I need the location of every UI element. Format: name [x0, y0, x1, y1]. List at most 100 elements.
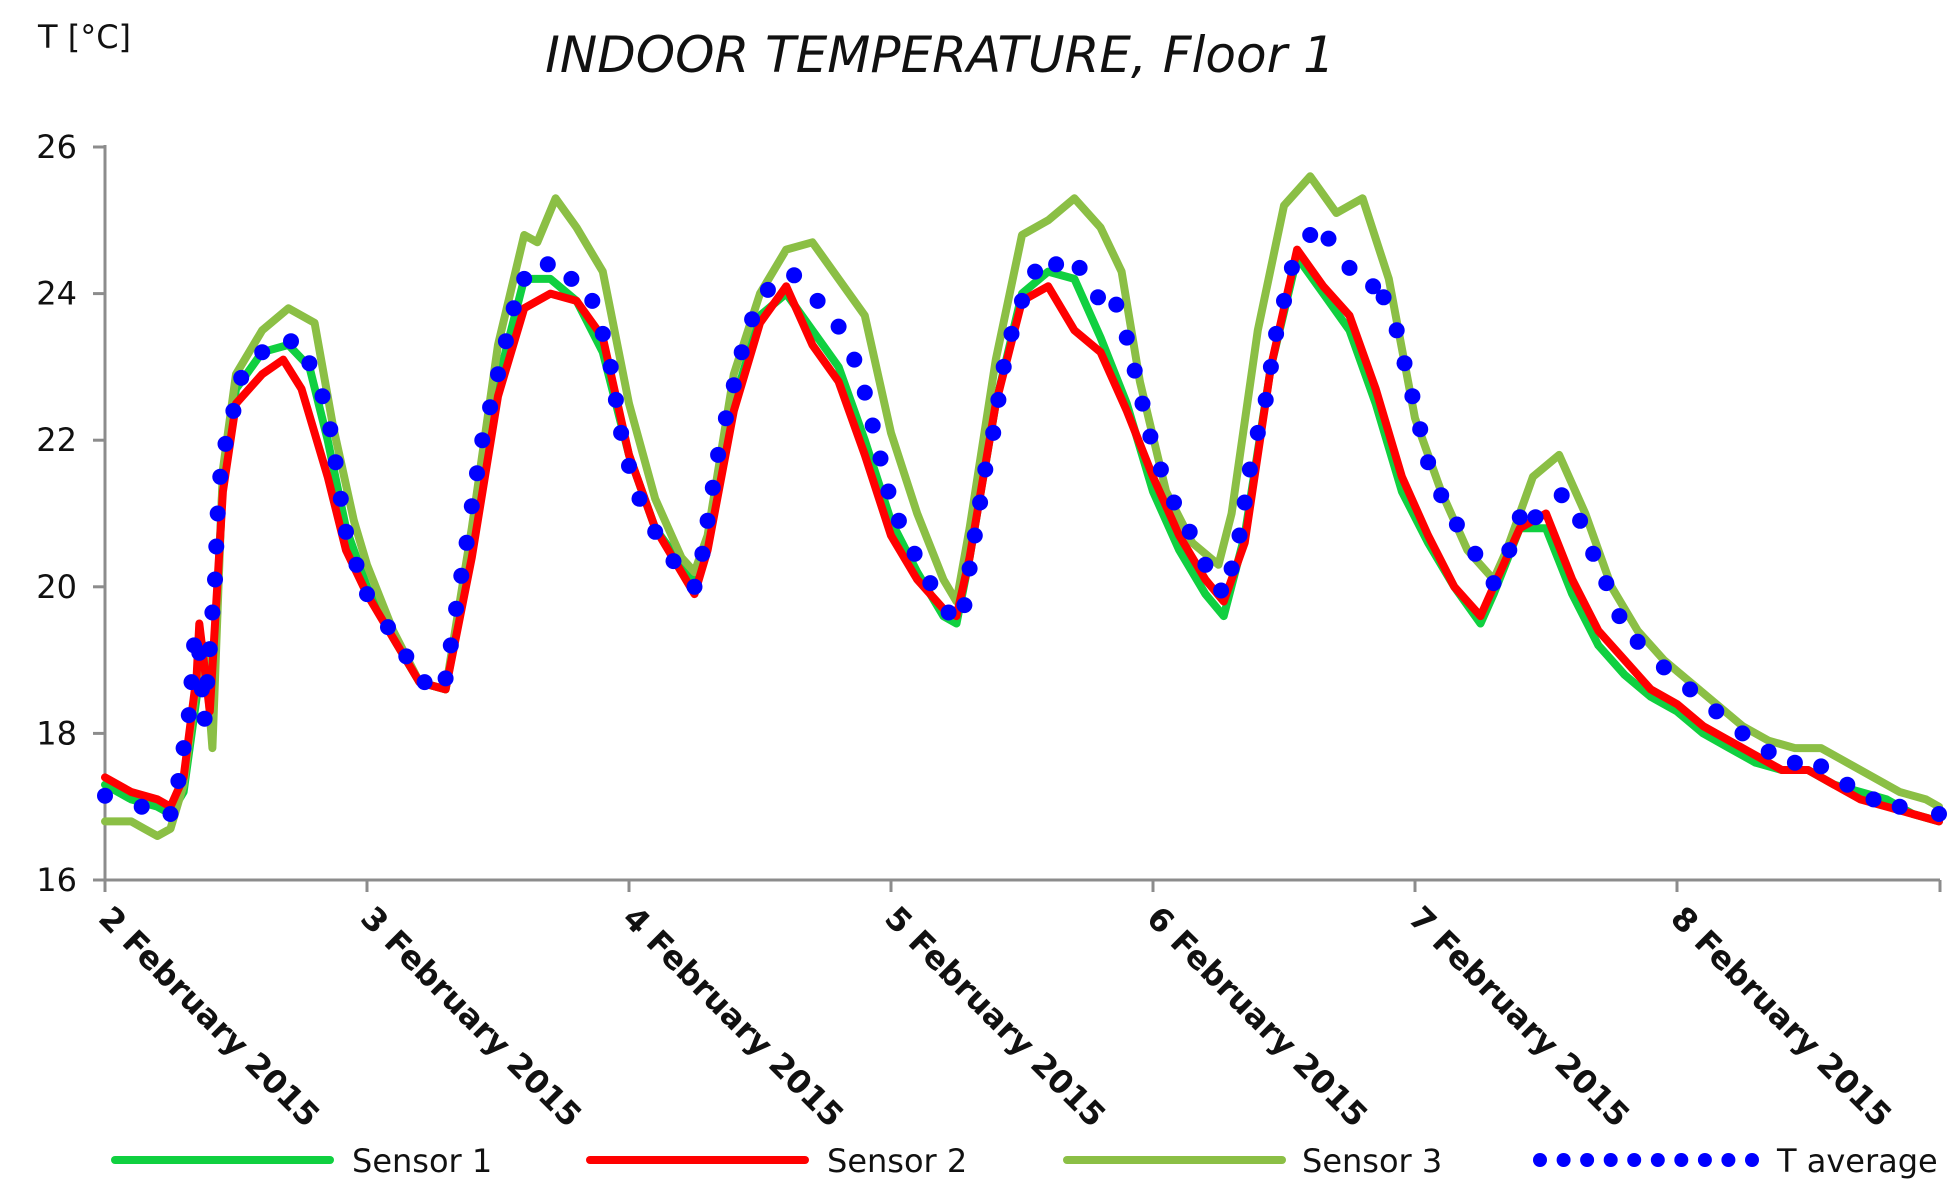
series-t-average-point	[225, 402, 242, 419]
series-t-average-point	[453, 567, 470, 584]
x-tick-label: 4 February 2015	[615, 899, 851, 1135]
axes-layer: 16 18 20 22 24 26 2 February 2015 3 February 20…	[36, 128, 1942, 1135]
series-t-average-point	[254, 344, 271, 361]
legend-swatch-t-average	[1674, 1153, 1689, 1167]
series-t-average-point	[1197, 556, 1214, 573]
legend-label-t-average: T average	[1776, 1142, 1938, 1180]
legend-swatch-t-average	[1533, 1153, 1547, 1167]
chart-title: INDOOR TEMPERATURE, Floor 1	[545, 26, 1335, 84]
series-t-average-point	[710, 446, 727, 463]
series-t-average-point	[327, 454, 344, 471]
series-t-average-point	[1598, 575, 1615, 592]
x-tick-label: 7 February 2015	[1401, 899, 1637, 1135]
series-t-average-point	[1629, 633, 1646, 650]
series-t-average-point	[196, 710, 213, 727]
series-t-average-point	[1231, 527, 1248, 544]
x-tick-label: 2 February 2015	[91, 899, 327, 1135]
series-t-average-point	[717, 410, 734, 427]
series-t-average-point	[1302, 227, 1319, 243]
series-t-average-point	[283, 333, 299, 350]
series-t-average-point	[97, 787, 113, 804]
series-t-average-point	[469, 465, 485, 482]
series-t-average-point	[1412, 421, 1429, 438]
legend: Sensor 1 Sensor 2 Sensor 3 T average	[111, 1142, 1938, 1180]
series-t-average-point	[613, 424, 630, 441]
series-t-average-point	[1420, 454, 1437, 471]
series-t-average-point	[1118, 329, 1135, 346]
series-t-average-point	[694, 545, 711, 562]
series-t-average-point	[1611, 608, 1628, 625]
series-t-average-point	[208, 538, 225, 555]
series-t-average-point	[1181, 523, 1198, 540]
series-t-average-point	[872, 450, 889, 467]
legend-swatch-t-average	[1627, 1153, 1642, 1167]
series-t-average-point	[359, 586, 375, 603]
series-t-average-point	[1249, 424, 1266, 441]
series-t-average-point	[1865, 791, 1882, 808]
series-t-average-point	[1467, 545, 1484, 562]
legend-swatch-t-average	[1697, 1153, 1712, 1167]
series-t-average-point	[209, 505, 226, 522]
series-t-average-point	[170, 773, 187, 789]
series-t-average-point	[1527, 509, 1544, 526]
series-t-average-point	[474, 432, 491, 449]
series-t-average-point	[180, 707, 197, 724]
series-t-average-point	[1708, 703, 1725, 720]
series-t-average-point	[338, 523, 354, 540]
series-t-average-point	[314, 388, 331, 405]
series-t-average-point	[212, 468, 229, 485]
series-t-average-point	[1404, 388, 1421, 405]
series-t-average-point	[332, 490, 349, 507]
series-t-average-point	[233, 369, 250, 386]
series-t-average-point	[1375, 289, 1392, 306]
series-t-average-point	[1931, 806, 1947, 822]
series-t-average-point	[1448, 516, 1465, 533]
series-t-average-point	[1585, 545, 1602, 562]
legend-label-sensor-2: Sensor 2	[827, 1142, 967, 1180]
series-t-average-point	[539, 256, 556, 273]
series-t-average-point	[380, 619, 396, 636]
legend-swatch-t-average	[1556, 1153, 1571, 1167]
series-t-average-point	[301, 355, 318, 372]
legend-swatch-t-average	[1721, 1153, 1736, 1167]
x-tick-label: 6 February 2015	[1139, 899, 1375, 1135]
series-t-average-point	[1236, 494, 1253, 511]
series-t-average-point	[448, 600, 465, 617]
series-t-average-point	[1283, 259, 1300, 276]
series-t-average-point	[416, 674, 433, 691]
series-t-average-point	[940, 604, 957, 621]
series-t-average-point	[162, 806, 179, 822]
series-t-average-point	[1433, 487, 1450, 504]
series-t-average-point	[665, 553, 682, 570]
y-tick-label: 26	[36, 128, 77, 166]
series-t-average-point	[348, 556, 365, 573]
series-t-average-point	[175, 740, 192, 757]
series-t-average-point	[786, 267, 803, 284]
series-t-average-point	[956, 597, 973, 614]
series-t-average-point	[442, 637, 459, 654]
x-tick-label: 5 February 2015	[877, 899, 1113, 1135]
x-tick-label: 8 February 2015	[1663, 899, 1899, 1135]
series-t-average-point	[686, 578, 703, 595]
series-t-average-point	[995, 358, 1012, 375]
series-t-average-point	[985, 424, 1002, 441]
series-t-average-point	[1027, 263, 1044, 280]
series-t-average-point	[1213, 582, 1230, 599]
series-t-average-point	[204, 604, 221, 621]
series-t-average-point	[1257, 391, 1274, 408]
series-t-average-point	[594, 325, 611, 342]
series-t-average-point	[961, 560, 978, 577]
series-t-average-point	[1485, 575, 1502, 592]
series-sensor-1-line	[101, 253, 1943, 826]
series-t-average-point	[1320, 230, 1337, 247]
series-t-average-point	[846, 351, 863, 368]
series-t-average-point	[1655, 659, 1672, 676]
series-t-average-point	[563, 270, 580, 287]
series-t-average-point	[1760, 743, 1777, 760]
series-t-average-point	[890, 512, 907, 529]
series-t-average-point	[906, 545, 923, 562]
series-t-average-point	[856, 384, 873, 401]
series-t-average-point	[1572, 512, 1589, 529]
series-t-average-point	[1090, 289, 1106, 306]
